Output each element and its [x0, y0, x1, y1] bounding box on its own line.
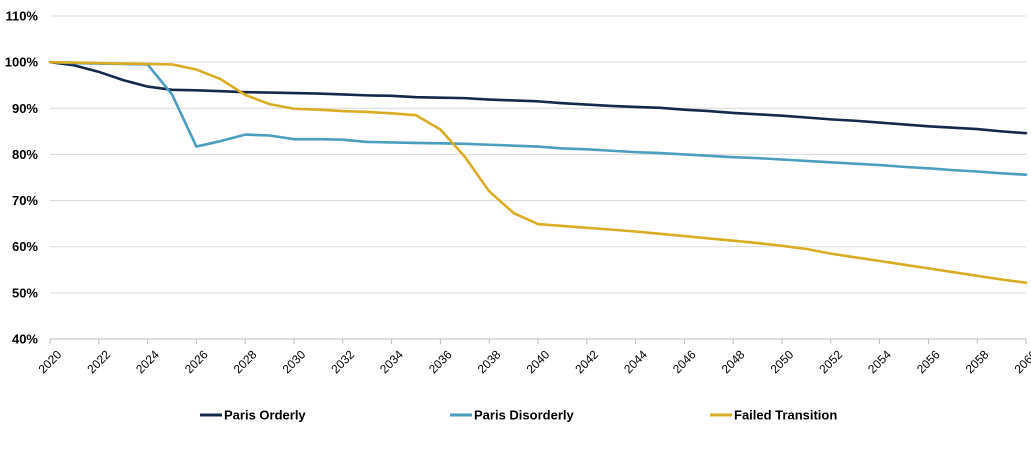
- x-tick-label: 2020: [36, 347, 65, 376]
- x-tick-label: 2026: [182, 347, 211, 376]
- series-line-paris-disorderly: [48, 60, 1028, 177]
- x-tick-label: 2024: [133, 347, 162, 376]
- x-tick-label: 2030: [280, 347, 309, 376]
- x-tick-label: 2044: [621, 347, 650, 376]
- x-axis-ticks: 2020 2022 2024 2026 2028 2030 2032 2034 2036 2038…: [36, 339, 1031, 376]
- x-tick-label: 2048: [719, 347, 748, 376]
- x-tick-label: 2032: [328, 347, 357, 376]
- x-tick-label: 2028: [231, 347, 260, 376]
- series-line-failed-transition: [48, 60, 1028, 285]
- x-tick-label: 2060: [1012, 347, 1031, 376]
- legend-label: Paris Orderly: [224, 408, 306, 423]
- x-tick-label: 2036: [426, 347, 455, 376]
- y-tick-label: 80%: [12, 147, 38, 162]
- y-tick-label: 100%: [5, 55, 39, 70]
- legend-label: Paris Disorderly: [474, 408, 574, 423]
- x-tick-label: 2056: [914, 347, 943, 376]
- legend: Paris Orderly Paris Disorderly Failed Tran…: [200, 408, 837, 423]
- series-lines: [48, 60, 1028, 285]
- x-tick-label: 2058: [963, 347, 992, 376]
- x-tick-label: 2054: [865, 347, 894, 376]
- y-axis-ticks: 40% 50% 60% 70% 80% 90% 100% 110%: [5, 9, 39, 347]
- y-tick-label: 40%: [12, 332, 38, 347]
- x-tick-label: 2040: [524, 347, 553, 376]
- gridlines: [50, 15, 1026, 340]
- x-tick-label: 2046: [670, 347, 699, 376]
- y-tick-label: 70%: [12, 193, 38, 208]
- x-tick-label: 2050: [768, 347, 797, 376]
- y-tick-label: 50%: [12, 285, 38, 300]
- series-line-paris-orderly: [48, 60, 1028, 135]
- x-tick-label: 2038: [475, 347, 504, 376]
- x-tick-label: 2042: [572, 347, 601, 376]
- x-tick-label: 2022: [84, 347, 113, 376]
- y-tick-label: 60%: [12, 239, 38, 254]
- y-tick-label: 110%: [5, 9, 38, 24]
- legend-label: Failed Transition: [734, 408, 837, 423]
- x-tick-label: 2034: [377, 347, 406, 376]
- x-tick-label: 2052: [816, 347, 845, 376]
- y-tick-label: 90%: [12, 101, 38, 116]
